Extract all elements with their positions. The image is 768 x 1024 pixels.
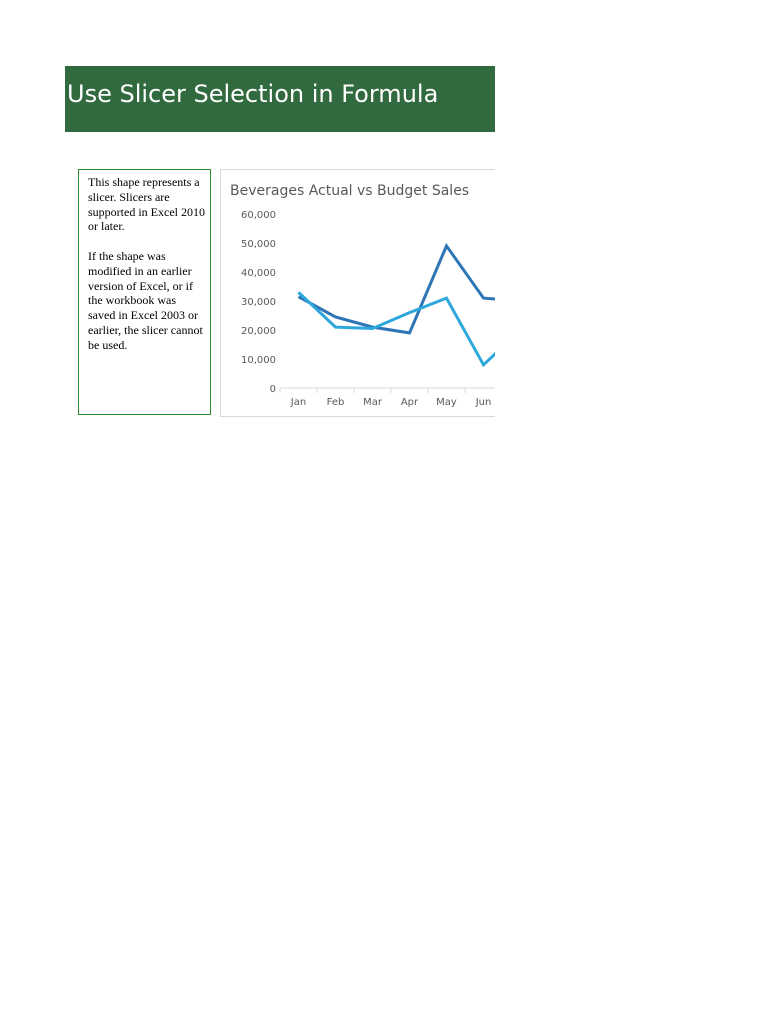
title-banner: Use Slicer Selection in Formula <box>65 66 495 132</box>
chart-title: Beverages Actual vs Budget Sales <box>230 183 469 199</box>
y-tick-label: 10,000 <box>241 355 276 366</box>
x-tick-label: Jan <box>290 397 306 408</box>
x-tick-label: Feb <box>327 397 345 408</box>
y-tick-label: 30,000 <box>241 297 276 308</box>
x-tick-label: May <box>436 397 457 408</box>
x-tick-label: Apr <box>401 397 419 408</box>
line-chart: Beverages Actual vs Budget Sales 0 10,000… <box>220 169 495 417</box>
x-tick-label: Mar <box>363 397 383 408</box>
slicer-placeholder-text: This shape represents a slicer. Slicers … <box>88 175 206 353</box>
page-title: Use Slicer Selection in Formula <box>67 80 439 108</box>
y-tick-label: 60,000 <box>241 210 276 221</box>
y-tick-label: 0 <box>270 384 276 395</box>
y-axis: 0 10,000 20,000 30,000 40,000 50,000 60,000 <box>241 210 276 395</box>
chart-container[interactable]: Beverages Actual vs Budget Sales 0 10,000… <box>220 169 495 417</box>
x-axis: JanFebMarAprMayJunJul <box>279 387 495 408</box>
chart-area-border <box>220 169 495 417</box>
y-tick-label: 20,000 <box>241 326 276 337</box>
series-line-1 <box>297 242 495 335</box>
y-tick-label: 40,000 <box>241 268 276 279</box>
slicer-placeholder-shape[interactable]: This shape represents a slicer. Slicers … <box>78 169 211 415</box>
series-line-2 <box>297 291 495 368</box>
slicer-note-paragraph-1: This shape represents a slicer. Slicers … <box>88 175 205 234</box>
y-tick-label: 50,000 <box>241 239 276 250</box>
slicer-note-paragraph-2: If the shape was modified in an earlier … <box>88 248 203 352</box>
x-tick-label: Jun <box>475 397 492 408</box>
series-layer <box>297 242 495 368</box>
